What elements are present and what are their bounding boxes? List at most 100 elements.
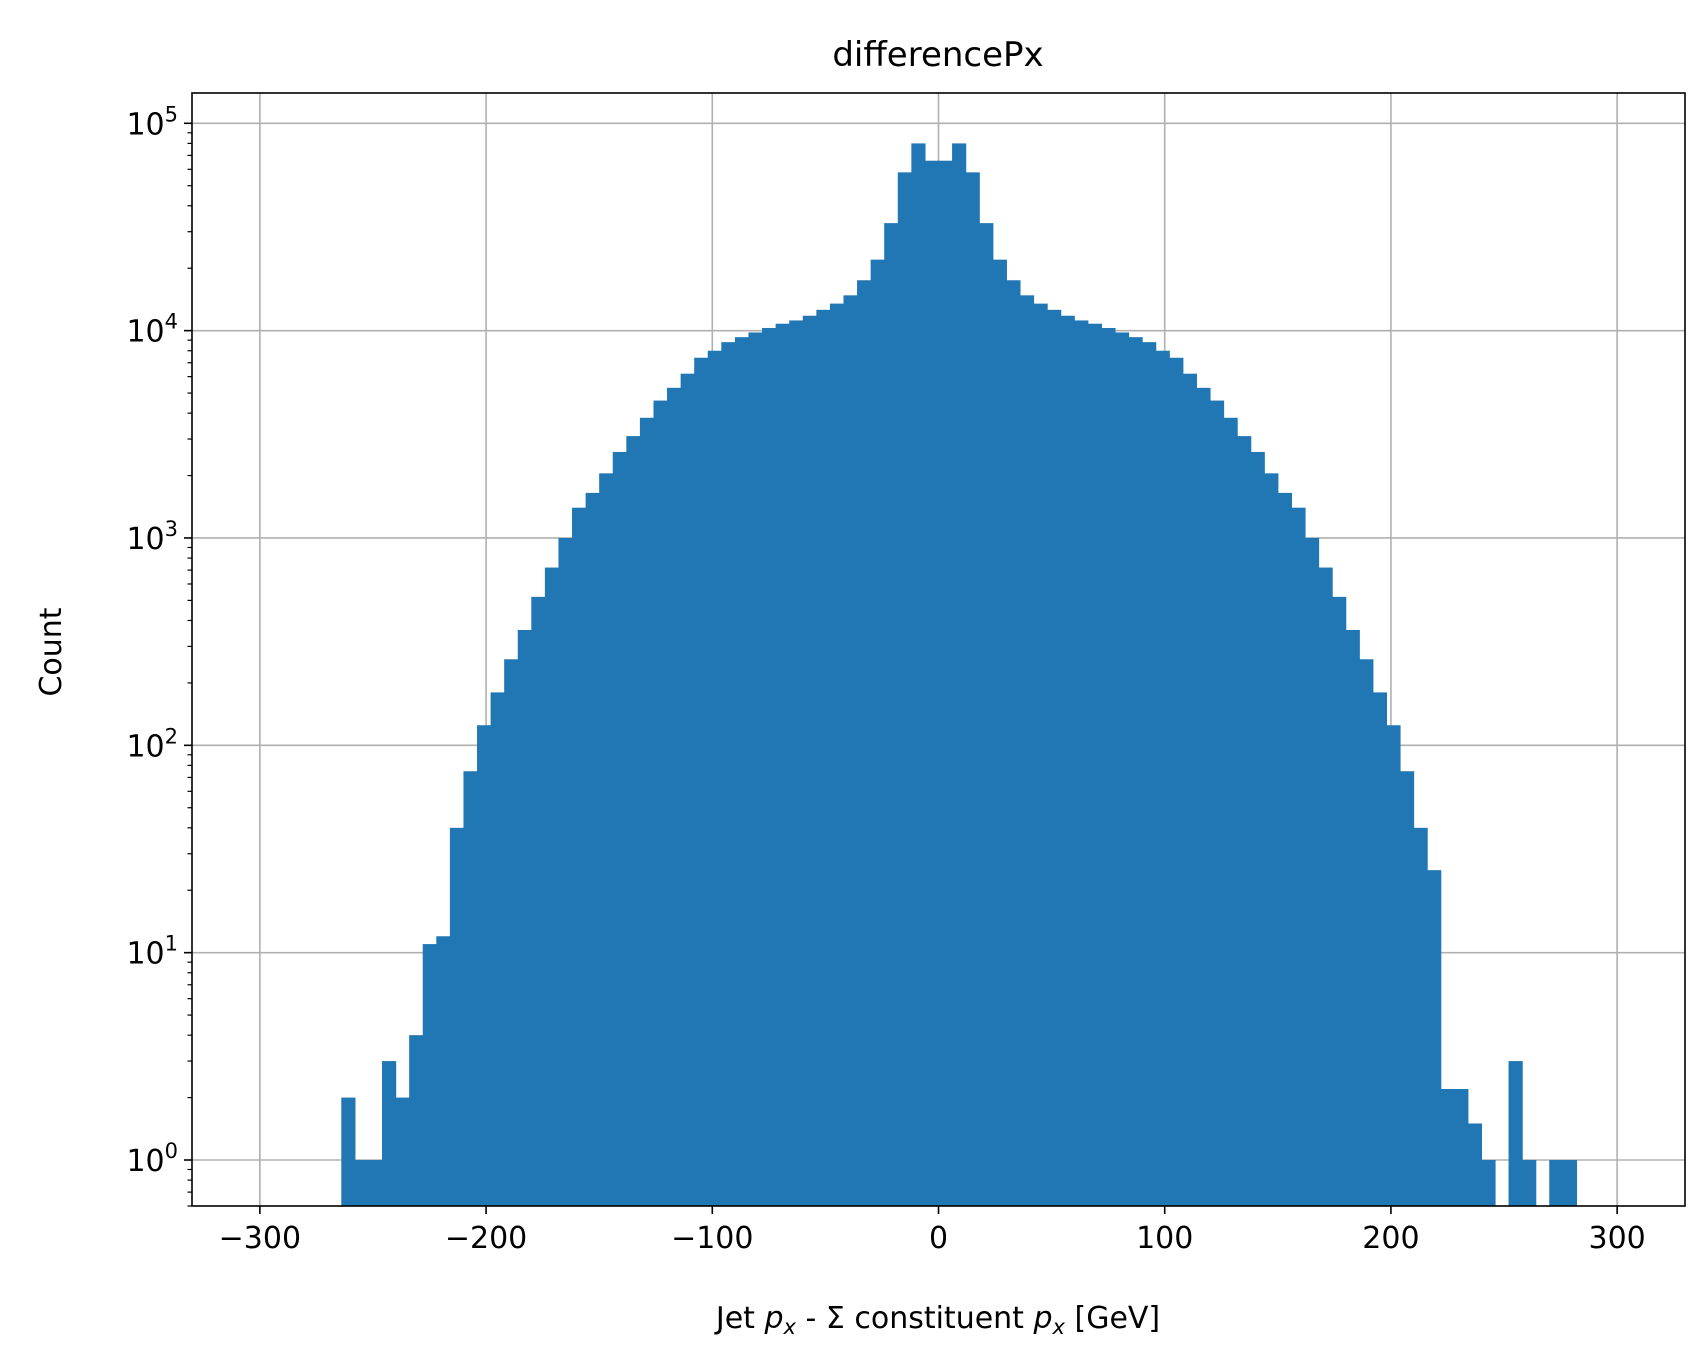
histogram-bar	[1250, 451, 1265, 1206]
histogram-bar	[599, 473, 614, 1206]
histogram-bar	[1142, 342, 1157, 1206]
histogram-bar	[721, 342, 736, 1206]
histogram-bar	[1522, 1160, 1537, 1206]
histogram-bar	[857, 280, 872, 1206]
histogram-bar	[1209, 400, 1225, 1206]
histogram-bar	[1413, 827, 1428, 1206]
x-tick-label: 200	[1362, 1221, 1419, 1256]
histogram-bar	[952, 143, 967, 1206]
histogram-bar	[1318, 567, 1333, 1206]
histogram-bar	[748, 332, 763, 1207]
histogram-bar	[1060, 315, 1075, 1206]
x-tick-label: −200	[445, 1221, 527, 1256]
histogram-bar	[1508, 1061, 1523, 1206]
histogram-bar	[884, 223, 899, 1206]
histogram-bar	[1169, 357, 1184, 1206]
histogram-bar	[585, 492, 600, 1207]
y-axis-label: Count	[34, 607, 69, 696]
histogram-bar	[829, 303, 845, 1206]
y-tick-label: 103	[126, 517, 178, 557]
histogram-bar	[1006, 280, 1021, 1206]
histogram-bar	[1332, 596, 1347, 1206]
histogram-bar	[1291, 507, 1306, 1206]
histogram-bar	[680, 373, 695, 1206]
x-tick-label: −300	[219, 1221, 301, 1256]
histogram-bars	[341, 143, 1578, 1207]
histogram-bar	[1087, 323, 1102, 1206]
histogram-bar	[1047, 309, 1062, 1206]
histogram-bar	[436, 936, 451, 1206]
histogram-bar	[354, 1160, 370, 1206]
histogram-bar	[1359, 659, 1374, 1206]
histogram-bar	[653, 400, 668, 1206]
histogram-bar	[409, 1035, 424, 1206]
histogram-bar	[992, 259, 1007, 1206]
histogram-bar	[1345, 629, 1360, 1206]
histogram-bar	[1399, 771, 1415, 1206]
histogram-bar	[490, 692, 505, 1206]
histogram-bar	[1114, 332, 1130, 1207]
histogram-bar	[979, 223, 994, 1206]
histogram-bar	[762, 327, 777, 1206]
histogram-bar	[1549, 1160, 1564, 1206]
chart-title: differencePx	[832, 35, 1043, 75]
histogram-bar	[816, 309, 831, 1206]
histogram-bar	[1128, 337, 1143, 1207]
histogram-bar	[1277, 492, 1292, 1207]
histogram-bar	[1182, 373, 1197, 1206]
histogram-bar	[1264, 473, 1279, 1206]
x-axis-label: Jet px - Σ constituent px [GeV]	[714, 1301, 1160, 1339]
y-tick-label: 101	[126, 932, 178, 972]
histogram-bar	[1372, 692, 1387, 1206]
histogram-bar	[707, 350, 722, 1206]
histogram-bar	[639, 417, 655, 1206]
histogram-bar	[734, 337, 750, 1207]
histogram-bar	[897, 172, 912, 1207]
histogram-bar	[558, 537, 573, 1206]
histogram-bar	[1386, 725, 1401, 1206]
histogram-bar	[1467, 1123, 1483, 1206]
histogram-bar	[1481, 1160, 1496, 1206]
x-tick-label: 300	[1589, 1221, 1646, 1256]
y-tick-label: 104	[126, 310, 178, 350]
histogram-bar	[911, 143, 926, 1206]
histogram-bar	[965, 172, 980, 1207]
histogram-bar	[449, 827, 465, 1206]
histogram-bar	[341, 1097, 356, 1206]
histogram-bar	[368, 1160, 383, 1206]
histogram-bar	[694, 357, 709, 1206]
histogram-bar	[531, 596, 546, 1206]
histogram-bar	[517, 629, 532, 1206]
histogram-bar	[477, 725, 492, 1206]
histogram-bar	[1155, 350, 1170, 1206]
histogram-bar	[1033, 303, 1048, 1206]
histogram-bar	[870, 259, 885, 1206]
histogram-bar	[612, 451, 627, 1206]
histogram-bar	[843, 295, 858, 1206]
x-tick-label: −100	[671, 1221, 753, 1256]
y-axis-ticks: 100 101 102 103 104 105	[126, 102, 192, 1179]
histogram-bar	[395, 1097, 410, 1206]
histogram-bar	[1019, 295, 1035, 1206]
histogram-bar	[802, 315, 817, 1206]
histogram-bar	[626, 436, 641, 1206]
histogram-bar	[789, 320, 804, 1206]
x-tick-label: 0	[929, 1221, 948, 1256]
histogram-bar	[504, 659, 519, 1206]
histogram-bar	[938, 160, 953, 1207]
histogram-bar	[422, 944, 437, 1206]
y-tick-label: 100	[126, 1139, 178, 1179]
histogram-bar	[1074, 320, 1089, 1206]
y-tick-label: 105	[126, 102, 178, 142]
x-tick-label: 100	[1136, 1221, 1193, 1256]
histogram-bar	[1196, 387, 1211, 1206]
histogram-bar	[463, 771, 478, 1206]
histogram-bar	[1562, 1160, 1578, 1206]
histogram-bar	[544, 567, 560, 1206]
histogram-bar	[1454, 1089, 1469, 1206]
histogram-bar	[1223, 417, 1238, 1206]
histogram-bar	[1101, 327, 1116, 1206]
histogram-bar	[1304, 537, 1320, 1206]
histogram-bar	[775, 323, 790, 1206]
